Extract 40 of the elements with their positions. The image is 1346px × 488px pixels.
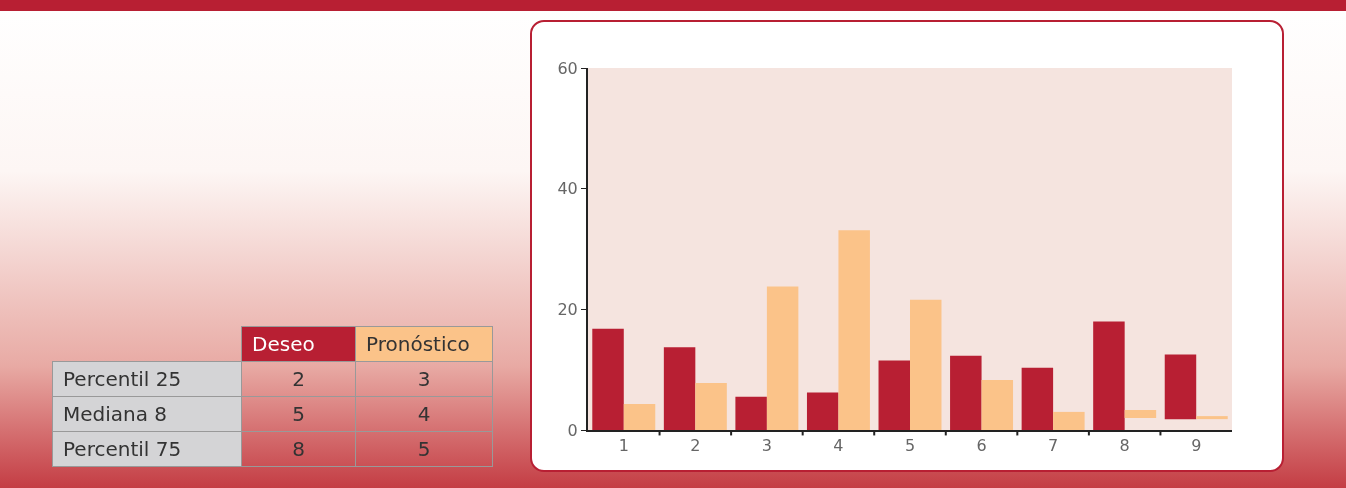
x-tick-label: 8 <box>1119 436 1130 456</box>
bar <box>806 392 839 430</box>
x-tick-label: 2 <box>690 436 701 456</box>
x-tick-label: 6 <box>976 436 987 456</box>
text: Percentil 75 <box>52 431 242 467</box>
x-tick-label: 3 <box>761 436 772 456</box>
text: Mediana 8 <box>52 396 242 432</box>
bar <box>950 355 982 430</box>
bar <box>1093 321 1125 430</box>
bar <box>663 347 696 430</box>
bar <box>838 230 870 430</box>
bar <box>623 404 656 430</box>
text: 3 <box>355 361 493 397</box>
text: Percentil 25 <box>52 361 242 397</box>
x-tick-label: 1 <box>618 436 629 456</box>
bar <box>1124 410 1157 418</box>
bar <box>910 299 942 430</box>
y-tick-label: 20 <box>557 299 578 319</box>
y-tick-label: 0 <box>567 420 578 440</box>
bar <box>1164 354 1197 420</box>
bar <box>981 379 1014 430</box>
x-tick-label: 9 <box>1191 436 1202 456</box>
bar <box>735 396 767 430</box>
bar <box>1021 367 1054 430</box>
y-tick-label: 40 <box>557 179 578 199</box>
text: 4 <box>355 396 493 432</box>
bar <box>1053 411 1085 430</box>
bar <box>592 328 624 430</box>
bar <box>878 360 910 430</box>
x-tick-label: 7 <box>1048 436 1059 456</box>
text: 2 <box>241 361 356 397</box>
x-tick-label: 5 <box>904 436 916 456</box>
bar <box>695 382 727 430</box>
text: 5 <box>241 396 356 432</box>
text: Deseo <box>241 326 356 362</box>
y-tick-label: 60 <box>557 58 578 78</box>
x-tick-label: 4 <box>833 436 844 456</box>
bar <box>1196 416 1228 420</box>
bar <box>766 286 799 430</box>
text: Pronóstico <box>355 326 493 362</box>
